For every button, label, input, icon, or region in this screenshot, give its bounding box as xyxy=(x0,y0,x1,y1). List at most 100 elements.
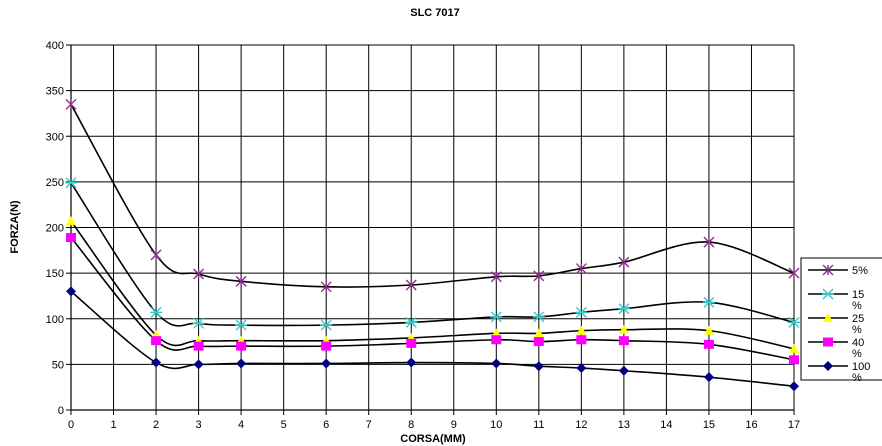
legend-box xyxy=(800,257,882,381)
legend-label-line: % xyxy=(852,348,862,360)
y-tick-label: 250 xyxy=(46,177,64,189)
data-point xyxy=(491,335,502,345)
data-point xyxy=(192,317,205,329)
chart-title: SLC 7017 xyxy=(410,7,460,19)
legend-label: 5% xyxy=(852,265,868,277)
data-point xyxy=(823,361,833,371)
data-point xyxy=(490,311,503,323)
data-point xyxy=(65,177,77,189)
data-point xyxy=(788,316,800,328)
x-tick-label: 17 xyxy=(788,419,800,431)
data-point xyxy=(405,316,418,328)
data-point xyxy=(703,339,714,349)
data-point xyxy=(618,336,629,346)
data-point xyxy=(575,306,588,318)
data-point xyxy=(576,335,587,345)
data-point xyxy=(235,319,248,331)
legend-label-line: 40 xyxy=(852,337,864,349)
legend-label-line: 15 xyxy=(852,289,864,301)
data-point xyxy=(406,338,417,348)
series-line xyxy=(70,290,795,388)
data-point xyxy=(321,341,332,351)
x-tick-label: 9 xyxy=(451,419,457,431)
data-point xyxy=(618,365,629,376)
legend-label: 25% xyxy=(852,313,864,336)
data-point xyxy=(193,268,205,280)
y-tick-label: 100 xyxy=(46,314,64,326)
data-point xyxy=(65,98,77,110)
series-layer xyxy=(65,98,800,392)
series-line xyxy=(70,220,795,350)
data-point xyxy=(822,288,834,300)
data-point xyxy=(66,286,76,297)
data-point xyxy=(788,267,800,279)
data-point xyxy=(532,311,545,323)
series-line xyxy=(70,182,795,327)
legend-label-line: % xyxy=(852,324,862,336)
x-tick-label: 11 xyxy=(533,419,544,431)
data-point xyxy=(703,325,714,335)
y-tick-label: 300 xyxy=(46,131,64,143)
data-point xyxy=(236,358,247,369)
series-line xyxy=(70,103,795,288)
data-point xyxy=(150,249,162,261)
x-tick-label: 12 xyxy=(575,419,587,431)
y-tick-label: 400 xyxy=(46,40,64,52)
x-tick-label: 13 xyxy=(618,419,630,431)
data-point xyxy=(320,281,332,293)
x-tick-label: 6 xyxy=(323,419,329,431)
data-point xyxy=(151,336,162,346)
data-point xyxy=(151,357,162,368)
data-point xyxy=(576,325,587,335)
legend-label-line: 5% xyxy=(852,265,868,277)
data-point xyxy=(576,363,587,374)
data-point xyxy=(618,324,629,334)
x-tick-label: 0 xyxy=(68,419,74,431)
data-point xyxy=(193,341,204,351)
legend-label-line: % xyxy=(852,372,862,384)
tick-labels: 0 1 2 3 4 5 6 7 8 9 10 11 12 13 14 15 16 1705010015020025… xyxy=(46,40,800,431)
data-point xyxy=(703,236,715,248)
data-point xyxy=(575,263,587,275)
y-tick-label: 0 xyxy=(58,405,64,417)
data-point xyxy=(320,319,333,331)
data-point xyxy=(533,328,544,338)
y-tick-label: 150 xyxy=(46,268,64,280)
data-point xyxy=(406,357,417,368)
data-point xyxy=(822,264,834,276)
legend: 5%15 %25 %40 %100% xyxy=(800,257,882,384)
data-point xyxy=(66,216,76,226)
legend-label: 100% xyxy=(852,361,870,384)
x-tick-label: 4 xyxy=(238,419,244,431)
series-line xyxy=(70,237,795,361)
legend-label-line: % xyxy=(852,300,862,312)
data-point xyxy=(533,270,545,282)
data-point xyxy=(491,328,502,338)
data-point xyxy=(66,233,76,243)
data-point xyxy=(491,358,502,369)
data-point xyxy=(789,381,799,392)
legend-label-line: 25 xyxy=(852,313,864,325)
data-point xyxy=(702,296,715,308)
y-tick-label: 350 xyxy=(46,86,64,98)
legend-label: 15% xyxy=(852,289,864,312)
data-point xyxy=(789,355,799,365)
data-point xyxy=(236,341,247,351)
x-axis-label: CORSA(MM) xyxy=(400,433,466,445)
data-point xyxy=(193,359,204,370)
data-point xyxy=(150,306,163,318)
data-point xyxy=(405,279,417,291)
legend-label: 40% xyxy=(852,337,864,360)
x-tick-label: 14 xyxy=(660,419,672,431)
x-tick-label: 10 xyxy=(490,419,502,431)
data-point xyxy=(235,275,247,287)
gridlines xyxy=(66,44,795,415)
data-point xyxy=(321,358,332,369)
x-tick-label: 15 xyxy=(703,419,715,431)
legend-label-line: 100 xyxy=(852,361,870,373)
x-tick-label: 3 xyxy=(196,419,202,431)
data-point xyxy=(490,271,502,283)
x-tick-label: 2 xyxy=(153,419,159,431)
x-tick-label: 1 xyxy=(110,419,116,431)
